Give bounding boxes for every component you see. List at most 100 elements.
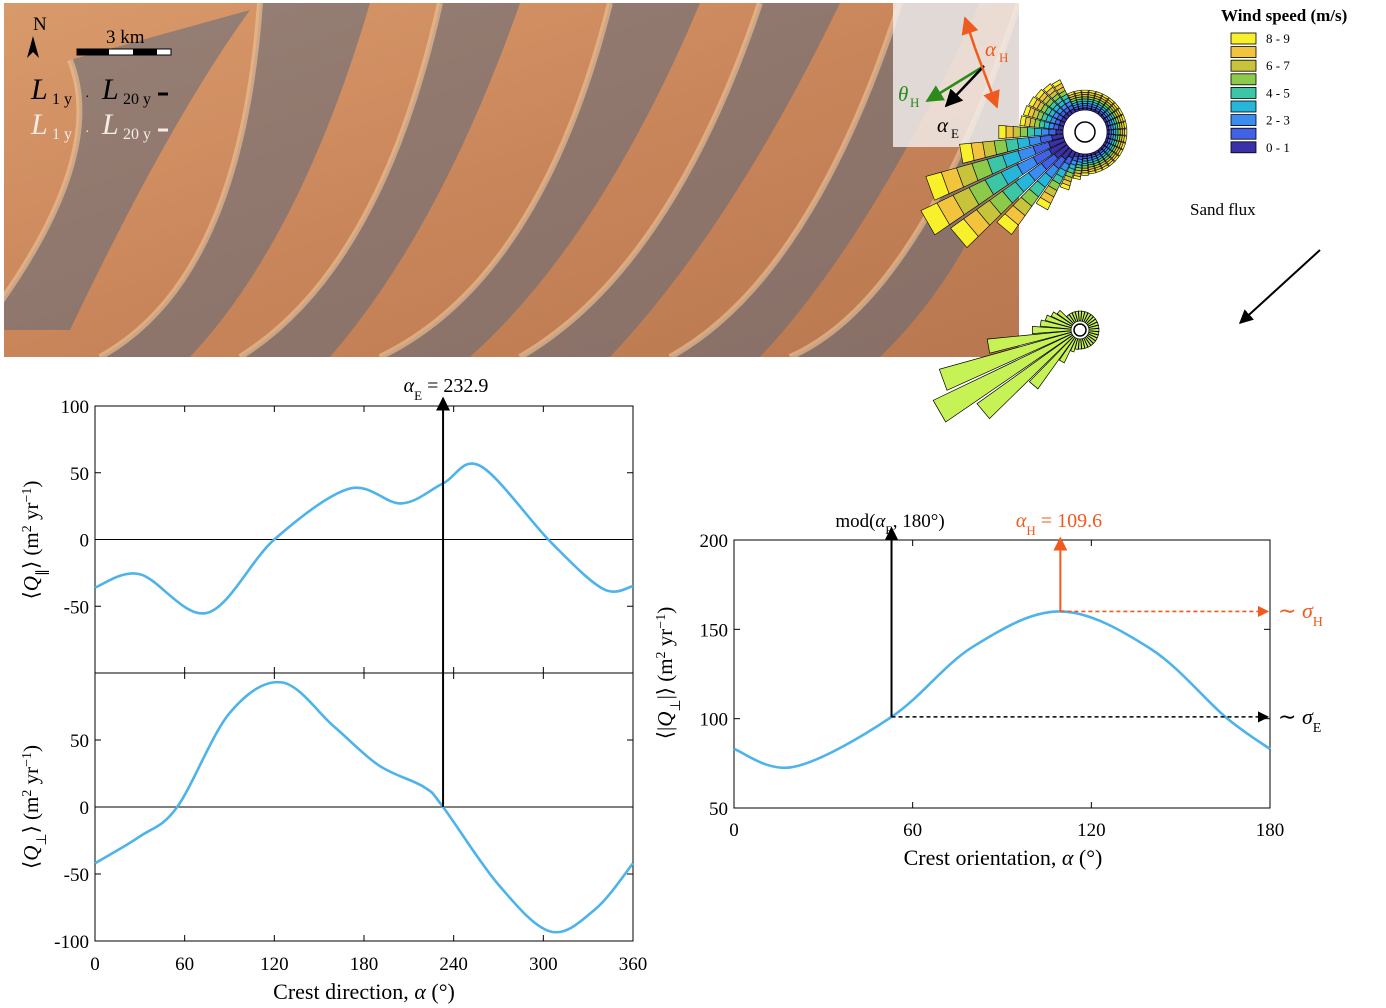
wind-rose-bar [1067,91,1075,97]
sand-flux-bar [1039,319,1072,330]
north-arrow-icon [27,36,39,58]
sand-flux-bar [1080,338,1086,350]
axes-box [733,539,1271,809]
svg-text:α: α [937,113,949,137]
sand-flux-rose [932,309,1100,423]
wind-rose-bar [1005,125,1014,139]
wind-rose-bar [1120,114,1126,122]
legend-swatch [1230,87,1257,99]
svg-text:L: L [30,73,48,106]
sand-flux-bar [1080,310,1086,322]
wind-rose-bar [1034,127,1042,137]
x-tick-label: 180 [1256,820,1285,841]
svg-text:1 y: 1 y [52,126,72,143]
wind-rose-bar [1107,160,1115,167]
interdune-band [4,10,250,330]
legend-label: 2 - 3 [1266,113,1290,128]
x-tick-label: 360 [619,954,648,975]
wind-rose-bar [1108,129,1112,135]
dune-crest [4,58,83,303]
wind-rose-bar [1059,182,1071,191]
wind-legend: 8 - 9 6 - 7 4 - 5 2 - 3 0 - 1 [1230,31,1290,155]
y-axis-label: ⟨Q⊥⟩ (m2 yr−1) [19,745,50,869]
svg-text:E: E [951,126,959,141]
wind-rose-bar [1081,165,1089,169]
legend-swatch [1230,100,1257,113]
wind-rose-bar [920,202,950,236]
wind-rose [920,79,1128,249]
svg-text:H: H [910,95,919,110]
wind-rose-bar [1028,96,1038,108]
svg-text:L: L [30,108,48,141]
wind-rose-bar [1042,83,1054,93]
wind-rose-bar [1095,91,1103,97]
sand-flux-bar [1056,309,1075,326]
wind-rose-bar [1124,128,1128,136]
y-tick-label: 50 [70,464,89,485]
wind-rose-bar [1113,154,1120,162]
wind-rose-bar [1082,105,1088,109]
wind-rose-bar [1113,102,1120,110]
interdune-band [100,3,370,357]
wind-rose-bar [1016,137,1031,150]
wind-rose-bar [1041,128,1050,136]
wind-rose-bar [1117,107,1124,116]
sand-flux-bar [1071,311,1079,323]
sigma-h-label: ∼ σH [1278,598,1323,630]
svg-text:1 y: 1 y [52,91,72,108]
y-tick-label: 0 [80,798,90,819]
x-axis-label: Crest direction, α (°) [273,979,455,1004]
y-tick-label: 0 [80,531,90,552]
wind-rose-bar [1082,160,1088,164]
svg-text:L: L [101,73,119,106]
sand-flux-center [1073,323,1087,337]
sand-flux-bar [1085,334,1096,344]
y-tick-label: 50 [70,731,89,752]
y-tick-label: 100 [700,710,729,731]
wind-rose-bar [1101,93,1110,100]
wind-rose-bar [1123,135,1128,143]
svg-text:H: H [999,50,1008,65]
x-tick-label: 240 [439,954,468,975]
data-line [94,680,635,934]
y-tick-label: 100 [61,397,90,418]
wind-rose-bar [1081,94,1089,98]
sand-flux-bar [1088,324,1100,330]
legend-swatch [1230,46,1257,58]
wind-rose-bar [1101,164,1110,171]
sand-flux-bar [1044,314,1073,329]
sand-flux-bar [1087,321,1099,329]
sand-flux-bar [938,331,1073,391]
sand-flux-bar [1078,338,1082,350]
legend-swatch [1230,127,1257,140]
svg-text:·: · [85,125,90,140]
x-tick-label: 0 [729,820,739,841]
sand-flux-bar [1088,328,1100,332]
wind-rose-bar [1081,92,1089,95]
wind-rose-bar [1027,127,1035,137]
wind-rose-bar [1088,89,1096,94]
x-tick-label: 60 [903,820,922,841]
sand-flux-bar [1074,338,1080,350]
sand-flux-bar [986,330,1072,354]
wind-rose-bar [950,218,979,249]
sand-flux-bar [976,334,1075,420]
x-tick-label: 0 [90,954,100,975]
wind-rose-bar [1082,100,1088,104]
wind-rose-bar [1082,158,1088,162]
theta-h-label: θ H [898,82,919,110]
alpha-e-annotation: αE = 232.9 [404,375,489,403]
wind-rose-bar [1120,142,1126,150]
sand-flux-bar [1086,333,1098,342]
wind-rose-bar [1117,128,1121,136]
wind-rose-bar [1082,98,1088,102]
wind-rose-bar [1115,129,1119,135]
wind-rose-bar [1019,115,1027,127]
sand-flux-title: Sand flux [1190,200,1256,219]
wind-rose-bar [998,125,1007,139]
satellite-image [4,3,1019,357]
wind-rose-bar [1113,129,1117,135]
svg-text:20 y: 20 y [123,91,151,108]
wind-rose-center [1074,121,1096,143]
